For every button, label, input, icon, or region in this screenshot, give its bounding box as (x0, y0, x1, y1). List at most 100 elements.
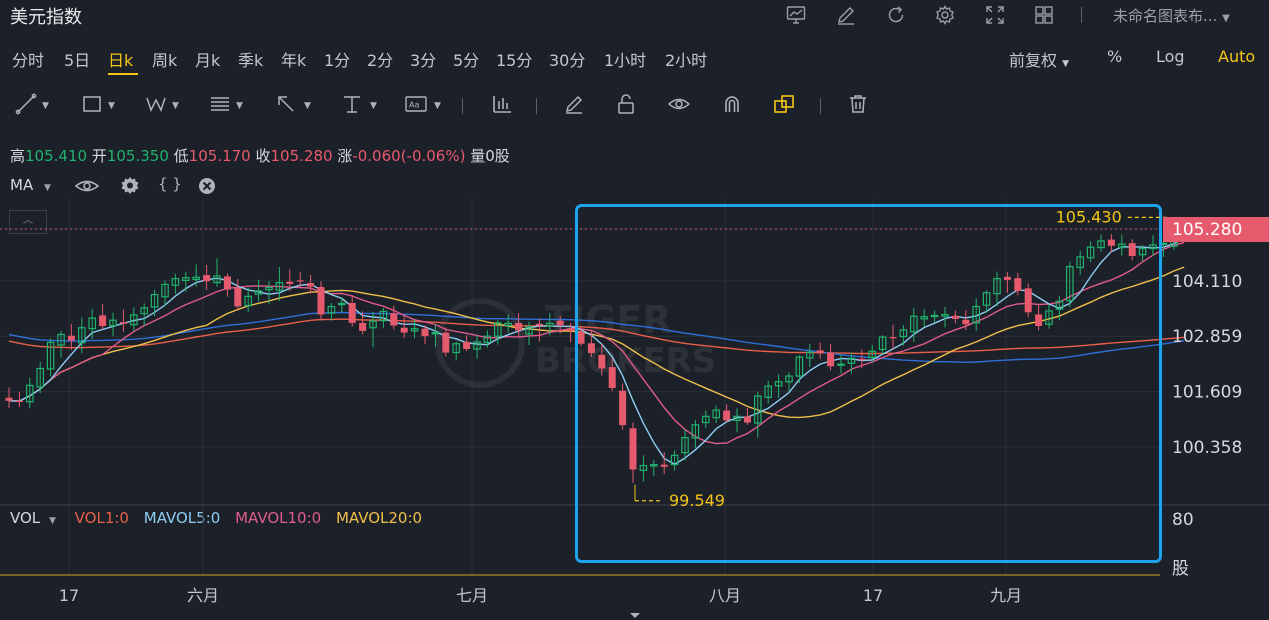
tab-timeframe[interactable]: 年k (281, 51, 307, 70)
tab-timeframe[interactable]: 3分 (410, 51, 437, 70)
trend-line-icon[interactable] (14, 92, 38, 120)
candle-body (317, 287, 325, 315)
chevron-down-icon[interactable]: ▼ (48, 516, 56, 526)
candle-body (504, 322, 513, 327)
trash-icon[interactable] (846, 92, 870, 120)
tab-timeframe[interactable]: 2分 (367, 51, 394, 70)
x-tick-label: 七月 (456, 586, 488, 605)
rectangle-icon[interactable] (80, 92, 104, 120)
pencil-icon[interactable] (835, 4, 857, 26)
candle-body (369, 320, 377, 329)
candle-body (899, 329, 908, 338)
percent-toggle[interactable]: % (1107, 47, 1123, 66)
chevron-down-icon[interactable]: ▼ (236, 101, 243, 111)
magnet-icon[interactable] (720, 92, 744, 120)
collapse-button[interactable]: ︿ (9, 210, 47, 234)
candle-body (130, 314, 138, 326)
tab-timeframe[interactable]: 15分 (496, 51, 533, 70)
candle-body (515, 322, 523, 331)
candle-body (99, 315, 107, 326)
candle-body (774, 381, 783, 387)
tab-timeframe[interactable]: 1小时 (604, 51, 647, 70)
chevron-down-icon[interactable]: ▼ (43, 183, 51, 193)
candle-body (442, 332, 450, 353)
bar-chart-icon[interactable] (490, 92, 514, 120)
candle-body (379, 310, 388, 322)
tab-timeframe[interactable]: 分时 (12, 51, 45, 70)
candle-body (837, 363, 845, 366)
chevron-down-icon[interactable]: ▼ (172, 101, 179, 111)
chevron-down-icon[interactable]: ▼ (434, 101, 441, 111)
title-divider (1081, 7, 1082, 23)
candle-body (1035, 314, 1043, 326)
chart-layout-select[interactable]: 未命名图表布... ▼ (1113, 5, 1230, 26)
x-tick-label: 九月 (990, 586, 1022, 605)
tab-timeframe[interactable]: 周k (152, 51, 178, 70)
indicator-name[interactable]: MA (10, 176, 34, 194)
tab-timeframe[interactable]: 月k (195, 51, 221, 70)
candle-body (1045, 310, 1053, 325)
chevron-down-icon[interactable]: ▼ (304, 101, 311, 111)
close-icon[interactable] (198, 177, 216, 195)
tab-timeframe[interactable]: 季k (238, 51, 264, 70)
measure-icon[interactable] (340, 92, 364, 120)
tab-timeframe[interactable]: 5分 (453, 51, 480, 70)
candle-body (733, 415, 741, 421)
auto-toggle[interactable]: Auto (1218, 47, 1256, 66)
candle-body (213, 275, 221, 284)
lock-icon[interactable] (614, 92, 638, 120)
candle-body (701, 415, 710, 424)
chevron-down-icon[interactable]: ▼ (370, 101, 377, 111)
candle-body (545, 322, 554, 327)
text-lines-icon[interactable] (208, 92, 232, 120)
candle-body (567, 328, 575, 331)
candle-body (26, 384, 34, 403)
candle-body (234, 287, 242, 307)
brush-icon[interactable] (562, 92, 586, 120)
eye-icon[interactable] (74, 176, 100, 196)
candle-body (670, 454, 679, 466)
code-braces-icon[interactable]: { } (158, 175, 182, 193)
adjust-label: 前复权 (1009, 51, 1058, 70)
candle-body (878, 336, 887, 351)
refresh-icon[interactable] (885, 4, 907, 26)
wave-icon[interactable] (144, 92, 168, 120)
layers-icon[interactable] (772, 92, 796, 120)
vol1-label: VOL1:0 (74, 509, 129, 527)
candle-body (972, 305, 981, 324)
candle-body (57, 333, 65, 346)
log-toggle[interactable]: Log (1156, 47, 1185, 66)
tab-timeframe[interactable]: 1分 (324, 51, 351, 70)
layout-grid-icon[interactable] (1033, 4, 1055, 26)
settings-icon[interactable] (934, 4, 956, 26)
tab-timeframe-active[interactable]: 日k (108, 51, 134, 70)
tab-timeframe[interactable]: 5日 (64, 51, 91, 70)
candle-body (327, 305, 336, 314)
arrow-icon[interactable] (274, 92, 298, 120)
candle-body (140, 307, 149, 315)
fullscreen-icon[interactable] (984, 4, 1006, 26)
chart-layout-name: 未命名图表布... (1113, 7, 1218, 25)
tab-timeframe[interactable]: 2小时 (665, 51, 708, 70)
annotation-icon[interactable]: Aa (404, 92, 428, 120)
gear-icon[interactable] (120, 176, 140, 196)
vol-name[interactable]: VOL (10, 509, 41, 527)
candle-body (473, 341, 481, 350)
chevron-down-icon[interactable]: ▼ (108, 101, 115, 111)
candle-body (254, 290, 263, 295)
candle-body (941, 313, 949, 317)
chevron-down-icon[interactable]: ▼ (42, 101, 49, 111)
candle-body (400, 327, 408, 333)
scroll-down-icon (630, 613, 640, 618)
chart-icon[interactable] (785, 4, 807, 26)
toolbar-divider (462, 98, 463, 114)
ma20-line (8, 266, 1185, 419)
adjust-select[interactable]: 前复权 ▼ (1009, 47, 1069, 71)
eye-icon[interactable] (667, 92, 691, 120)
tab-timeframe[interactable]: 30分 (549, 51, 586, 70)
open-value: 105.350 (106, 147, 169, 165)
candle-body (15, 400, 23, 403)
candle-body (223, 276, 231, 290)
open-label: 开 (91, 147, 107, 165)
